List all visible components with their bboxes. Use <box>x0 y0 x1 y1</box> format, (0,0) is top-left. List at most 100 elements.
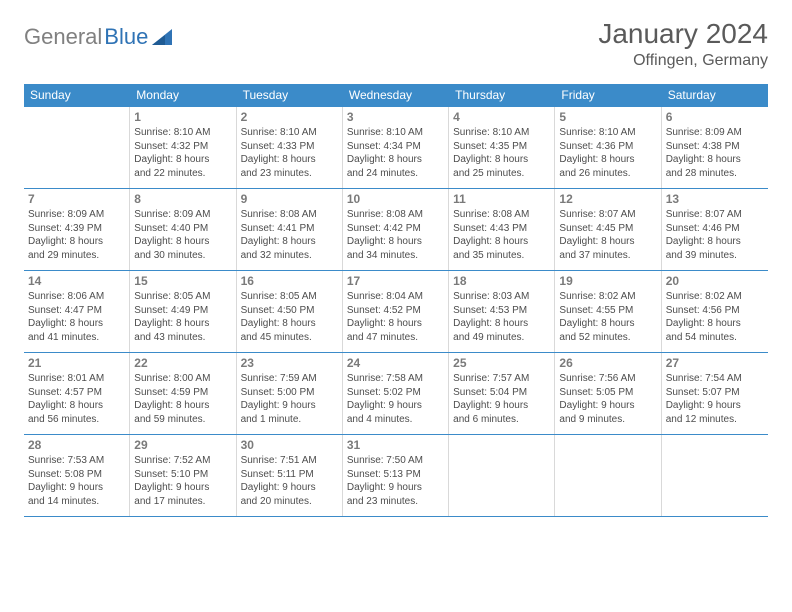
day-line-sunset: Sunset: 5:00 PM <box>241 386 338 400</box>
day-cell: 3Sunrise: 8:10 AMSunset: 4:34 PMDaylight… <box>343 107 449 188</box>
day-number: 28 <box>28 438 125 452</box>
day-line-sunrise: Sunrise: 7:51 AM <box>241 454 338 468</box>
day-line-sunrise: Sunrise: 7:58 AM <box>347 372 444 386</box>
day-line-dl1: Daylight: 8 hours <box>134 399 231 413</box>
day-cell: 20Sunrise: 8:02 AMSunset: 4:56 PMDayligh… <box>662 271 768 352</box>
day-cell: 11Sunrise: 8:08 AMSunset: 4:43 PMDayligh… <box>449 189 555 270</box>
day-line-dl2: and 14 minutes. <box>28 495 125 509</box>
location: Offingen, Germany <box>598 52 768 70</box>
day-number: 10 <box>347 192 444 206</box>
day-line-sunrise: Sunrise: 8:02 AM <box>559 290 656 304</box>
day-line-dl1: Daylight: 8 hours <box>453 317 550 331</box>
day-cell: 17Sunrise: 8:04 AMSunset: 4:52 PMDayligh… <box>343 271 449 352</box>
day-line-sunset: Sunset: 4:38 PM <box>666 140 764 154</box>
day-cell: 25Sunrise: 7:57 AMSunset: 5:04 PMDayligh… <box>449 353 555 434</box>
day-line-sunset: Sunset: 5:11 PM <box>241 468 338 482</box>
day-cell: 2Sunrise: 8:10 AMSunset: 4:33 PMDaylight… <box>237 107 343 188</box>
day-line-sunset: Sunset: 5:04 PM <box>453 386 550 400</box>
day-line-dl2: and 49 minutes. <box>453 331 550 345</box>
day-number: 7 <box>28 192 125 206</box>
day-cell: 13Sunrise: 8:07 AMSunset: 4:46 PMDayligh… <box>662 189 768 270</box>
day-line-dl2: and 59 minutes. <box>134 413 231 427</box>
day-line-dl2: and 12 minutes. <box>666 413 764 427</box>
dow-cell: Tuesday <box>237 84 343 107</box>
day-cell: 26Sunrise: 7:56 AMSunset: 5:05 PMDayligh… <box>555 353 661 434</box>
day-line-dl2: and 24 minutes. <box>347 167 444 181</box>
day-line-sunrise: Sunrise: 8:00 AM <box>134 372 231 386</box>
day-line-sunrise: Sunrise: 8:08 AM <box>347 208 444 222</box>
day-line-sunset: Sunset: 5:02 PM <box>347 386 444 400</box>
day-line-dl1: Daylight: 9 hours <box>241 481 338 495</box>
day-cell-empty <box>555 435 661 516</box>
day-line-sunset: Sunset: 5:10 PM <box>134 468 231 482</box>
logo-text-blue: Blue <box>104 24 148 50</box>
day-cell: 29Sunrise: 7:52 AMSunset: 5:10 PMDayligh… <box>130 435 236 516</box>
day-number: 19 <box>559 274 656 288</box>
week-row: 21Sunrise: 8:01 AMSunset: 4:57 PMDayligh… <box>24 353 768 435</box>
day-line-sunrise: Sunrise: 7:59 AM <box>241 372 338 386</box>
day-number: 25 <box>453 356 550 370</box>
day-cell-empty <box>24 107 130 188</box>
day-line-dl1: Daylight: 9 hours <box>559 399 656 413</box>
day-line-dl1: Daylight: 8 hours <box>453 153 550 167</box>
day-line-sunrise: Sunrise: 8:05 AM <box>241 290 338 304</box>
day-line-sunrise: Sunrise: 7:53 AM <box>28 454 125 468</box>
dow-cell: Friday <box>555 84 661 107</box>
day-line-sunset: Sunset: 4:32 PM <box>134 140 231 154</box>
day-line-dl2: and 56 minutes. <box>28 413 125 427</box>
day-line-dl2: and 47 minutes. <box>347 331 444 345</box>
day-line-dl2: and 41 minutes. <box>28 331 125 345</box>
day-line-sunset: Sunset: 4:35 PM <box>453 140 550 154</box>
day-line-dl2: and 43 minutes. <box>134 331 231 345</box>
dow-cell: Monday <box>130 84 236 107</box>
day-line-dl2: and 25 minutes. <box>453 167 550 181</box>
day-line-dl2: and 32 minutes. <box>241 249 338 263</box>
day-line-dl2: and 39 minutes. <box>666 249 764 263</box>
dow-cell: Sunday <box>24 84 130 107</box>
day-cell: 21Sunrise: 8:01 AMSunset: 4:57 PMDayligh… <box>24 353 130 434</box>
dow-cell: Wednesday <box>343 84 449 107</box>
day-line-dl1: Daylight: 8 hours <box>28 317 125 331</box>
day-line-sunrise: Sunrise: 8:09 AM <box>28 208 125 222</box>
day-number: 3 <box>347 110 444 124</box>
day-cell: 18Sunrise: 8:03 AMSunset: 4:53 PMDayligh… <box>449 271 555 352</box>
day-line-dl1: Daylight: 9 hours <box>347 481 444 495</box>
day-number: 8 <box>134 192 231 206</box>
day-line-dl1: Daylight: 8 hours <box>347 153 444 167</box>
day-cell: 4Sunrise: 8:10 AMSunset: 4:35 PMDaylight… <box>449 107 555 188</box>
day-line-dl2: and 52 minutes. <box>559 331 656 345</box>
day-line-sunset: Sunset: 4:46 PM <box>666 222 764 236</box>
day-line-dl1: Daylight: 8 hours <box>559 317 656 331</box>
day-line-dl1: Daylight: 8 hours <box>666 317 764 331</box>
day-line-sunrise: Sunrise: 7:56 AM <box>559 372 656 386</box>
day-line-sunrise: Sunrise: 8:06 AM <box>28 290 125 304</box>
day-line-sunrise: Sunrise: 8:09 AM <box>134 208 231 222</box>
day-number: 18 <box>453 274 550 288</box>
day-line-dl2: and 23 minutes. <box>347 495 444 509</box>
day-number: 24 <box>347 356 444 370</box>
month-title: January 2024 <box>598 18 768 50</box>
day-line-sunrise: Sunrise: 8:07 AM <box>559 208 656 222</box>
day-cell: 10Sunrise: 8:08 AMSunset: 4:42 PMDayligh… <box>343 189 449 270</box>
day-line-dl2: and 35 minutes. <box>453 249 550 263</box>
week-row: 28Sunrise: 7:53 AMSunset: 5:08 PMDayligh… <box>24 435 768 517</box>
day-line-dl1: Daylight: 9 hours <box>666 399 764 413</box>
day-line-sunrise: Sunrise: 8:08 AM <box>241 208 338 222</box>
day-line-dl1: Daylight: 8 hours <box>559 235 656 249</box>
day-line-sunrise: Sunrise: 7:57 AM <box>453 372 550 386</box>
day-line-sunset: Sunset: 5:07 PM <box>666 386 764 400</box>
day-number: 14 <box>28 274 125 288</box>
day-number: 20 <box>666 274 764 288</box>
day-line-dl1: Daylight: 8 hours <box>347 317 444 331</box>
day-line-dl2: and 1 minute. <box>241 413 338 427</box>
header: GeneralBlue January 2024 Offingen, Germa… <box>24 18 768 70</box>
day-line-dl1: Daylight: 8 hours <box>453 235 550 249</box>
day-line-sunrise: Sunrise: 8:09 AM <box>666 126 764 140</box>
day-cell: 16Sunrise: 8:05 AMSunset: 4:50 PMDayligh… <box>237 271 343 352</box>
day-cell: 24Sunrise: 7:58 AMSunset: 5:02 PMDayligh… <box>343 353 449 434</box>
day-line-dl1: Daylight: 9 hours <box>134 481 231 495</box>
week-row: 1Sunrise: 8:10 AMSunset: 4:32 PMDaylight… <box>24 107 768 189</box>
day-line-dl1: Daylight: 8 hours <box>666 235 764 249</box>
day-line-dl2: and 45 minutes. <box>241 331 338 345</box>
day-number: 15 <box>134 274 231 288</box>
